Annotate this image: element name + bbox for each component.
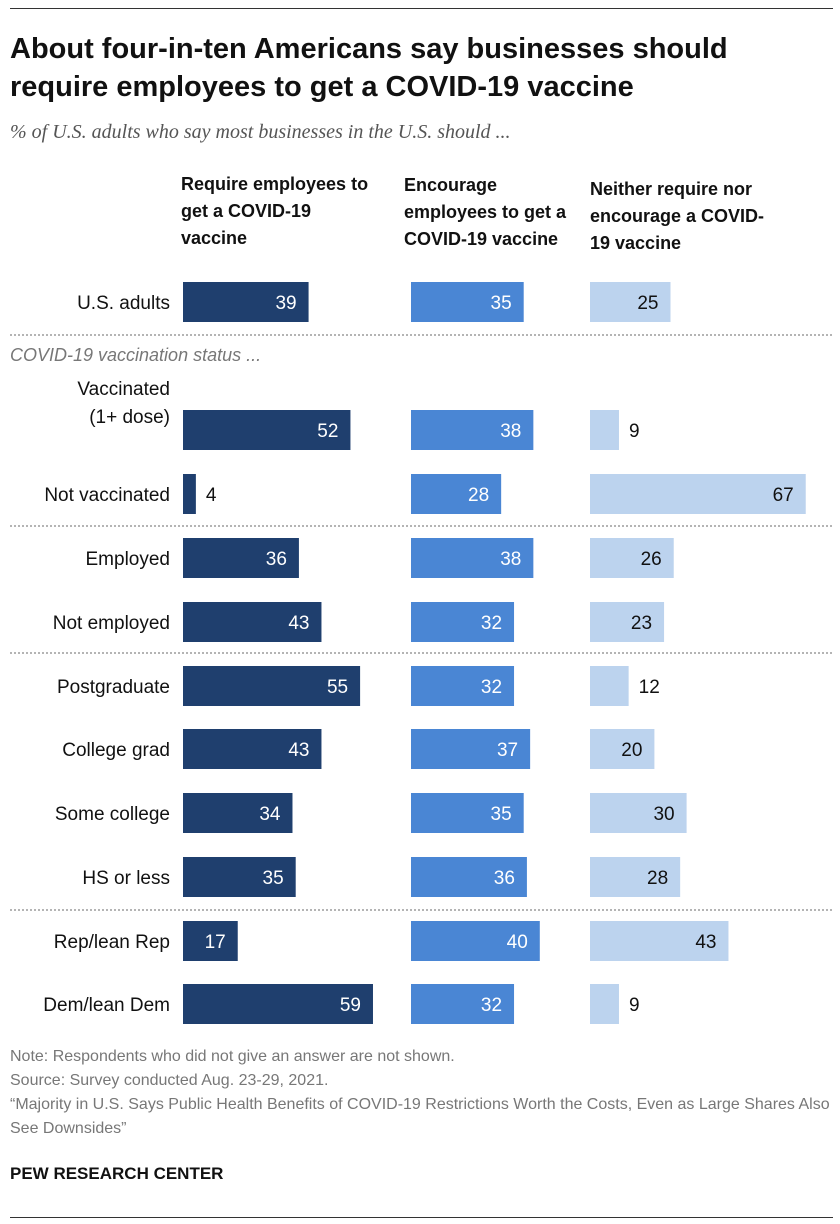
- bar-series2: [590, 984, 619, 1024]
- value-label: 23: [631, 613, 652, 634]
- category-label: Some college: [55, 804, 170, 825]
- value-label: 43: [288, 740, 309, 761]
- bar-series0: [183, 538, 299, 578]
- value-label: 28: [647, 868, 668, 889]
- note-text: Note: Respondents who did not give an an…: [10, 1048, 455, 1065]
- column-header-encourage: Encourage employees to get a COVID-19 va…: [404, 175, 567, 249]
- source-text: Source: Survey conducted Aug. 23-29, 202…: [10, 1072, 329, 1089]
- bar-series0: [183, 282, 309, 322]
- bar-series2: [590, 857, 681, 897]
- category-label: Postgraduate: [57, 677, 170, 698]
- bar-series0: [183, 602, 322, 642]
- category-label: HS or less: [82, 868, 170, 889]
- value-label: 38: [500, 549, 521, 570]
- value-label: 36: [494, 868, 515, 889]
- value-label: 39: [275, 293, 296, 314]
- category-label: College grad: [62, 740, 170, 761]
- value-label: 37: [497, 740, 518, 761]
- value-label: 38: [500, 421, 521, 442]
- bar-series1: [411, 410, 534, 450]
- category-label: Rep/lean Rep: [54, 932, 170, 953]
- category-label: Vaccinated (1+ dose): [77, 379, 170, 428]
- value-label: 35: [263, 868, 284, 889]
- group-label: COVID-19 vaccination status ...: [10, 345, 261, 365]
- bar-series2: [590, 666, 629, 706]
- bar-chart: COVID-19 vaccination status ... U.S. adul…: [10, 282, 833, 1024]
- bottom-rule: [10, 1217, 833, 1218]
- value-label: 25: [637, 293, 658, 314]
- bar-series0: [183, 410, 351, 450]
- value-label: 4: [206, 485, 217, 506]
- bar-series0: [183, 729, 322, 769]
- value-label: 59: [340, 995, 361, 1016]
- category-label: U.S. adults: [77, 293, 170, 314]
- bar-series2: [590, 729, 655, 769]
- bar-series2: [590, 410, 619, 450]
- bar-series1: [411, 729, 531, 769]
- bar-series2: [590, 282, 671, 322]
- bar-series2: [590, 474, 806, 514]
- bar-series1: [411, 793, 524, 833]
- category-label: Dem/lean Dem: [43, 995, 170, 1016]
- bar-series1: [411, 538, 534, 578]
- value-label: 32: [481, 613, 502, 634]
- value-label: 52: [317, 421, 338, 442]
- value-label: 36: [266, 549, 287, 570]
- notes-block: Note: Respondents who did not give an an…: [10, 1045, 835, 1141]
- value-label: 40: [507, 932, 528, 953]
- bar-series2: [590, 921, 729, 961]
- chart-subtitle: % of U.S. adults who say most businesses…: [10, 121, 511, 143]
- value-label: 17: [205, 932, 226, 953]
- value-label: 43: [288, 613, 309, 634]
- value-label: 55: [327, 677, 348, 698]
- bar-series1: [411, 921, 540, 961]
- bar-series1: [411, 666, 515, 706]
- bar-series0: [183, 474, 196, 514]
- column-header-require: Require employees to get a COVID-19 vacc…: [181, 174, 369, 248]
- bar-series2: [590, 793, 687, 833]
- value-label: 35: [491, 804, 512, 825]
- value-label: 43: [695, 932, 716, 953]
- bar-series1: [411, 857, 527, 897]
- value-label: 35: [491, 293, 512, 314]
- bar-series1: [411, 282, 524, 322]
- bar-series2: [590, 538, 674, 578]
- value-label: 32: [481, 995, 502, 1016]
- bar-series0: [183, 793, 293, 833]
- category-label: Employed: [86, 549, 171, 570]
- value-label: 26: [641, 549, 662, 570]
- bar-series0: [183, 857, 296, 897]
- bar-series1: [411, 602, 515, 642]
- category-label: Not employed: [53, 613, 170, 634]
- category-label: Not vaccinated: [44, 485, 170, 506]
- bar-series2: [590, 602, 665, 642]
- value-label: 30: [653, 804, 674, 825]
- pew-research-center-logo: PEW RESEARCH CENTER: [10, 1164, 224, 1183]
- column-header-neither: Neither require nor encourage a COVID-19…: [590, 179, 765, 253]
- bar-series1: [411, 474, 502, 514]
- value-label: 28: [468, 485, 489, 506]
- report-title-text: “Majority in U.S. Says Public Health Ben…: [10, 1096, 830, 1137]
- value-label: 12: [639, 677, 660, 698]
- chart-title: About four-in-ten Americans say business…: [10, 33, 728, 103]
- top-rule: [10, 8, 833, 9]
- value-label: 67: [773, 485, 794, 506]
- value-label: 9: [629, 995, 640, 1016]
- value-label: 20: [621, 740, 642, 761]
- bar-series0: [183, 666, 361, 706]
- value-label: 32: [481, 677, 502, 698]
- bar-series0: [183, 984, 373, 1024]
- value-label: 9: [629, 421, 640, 442]
- bar-series0: [183, 921, 238, 961]
- value-label: 34: [259, 804, 281, 825]
- bar-series1: [411, 984, 515, 1024]
